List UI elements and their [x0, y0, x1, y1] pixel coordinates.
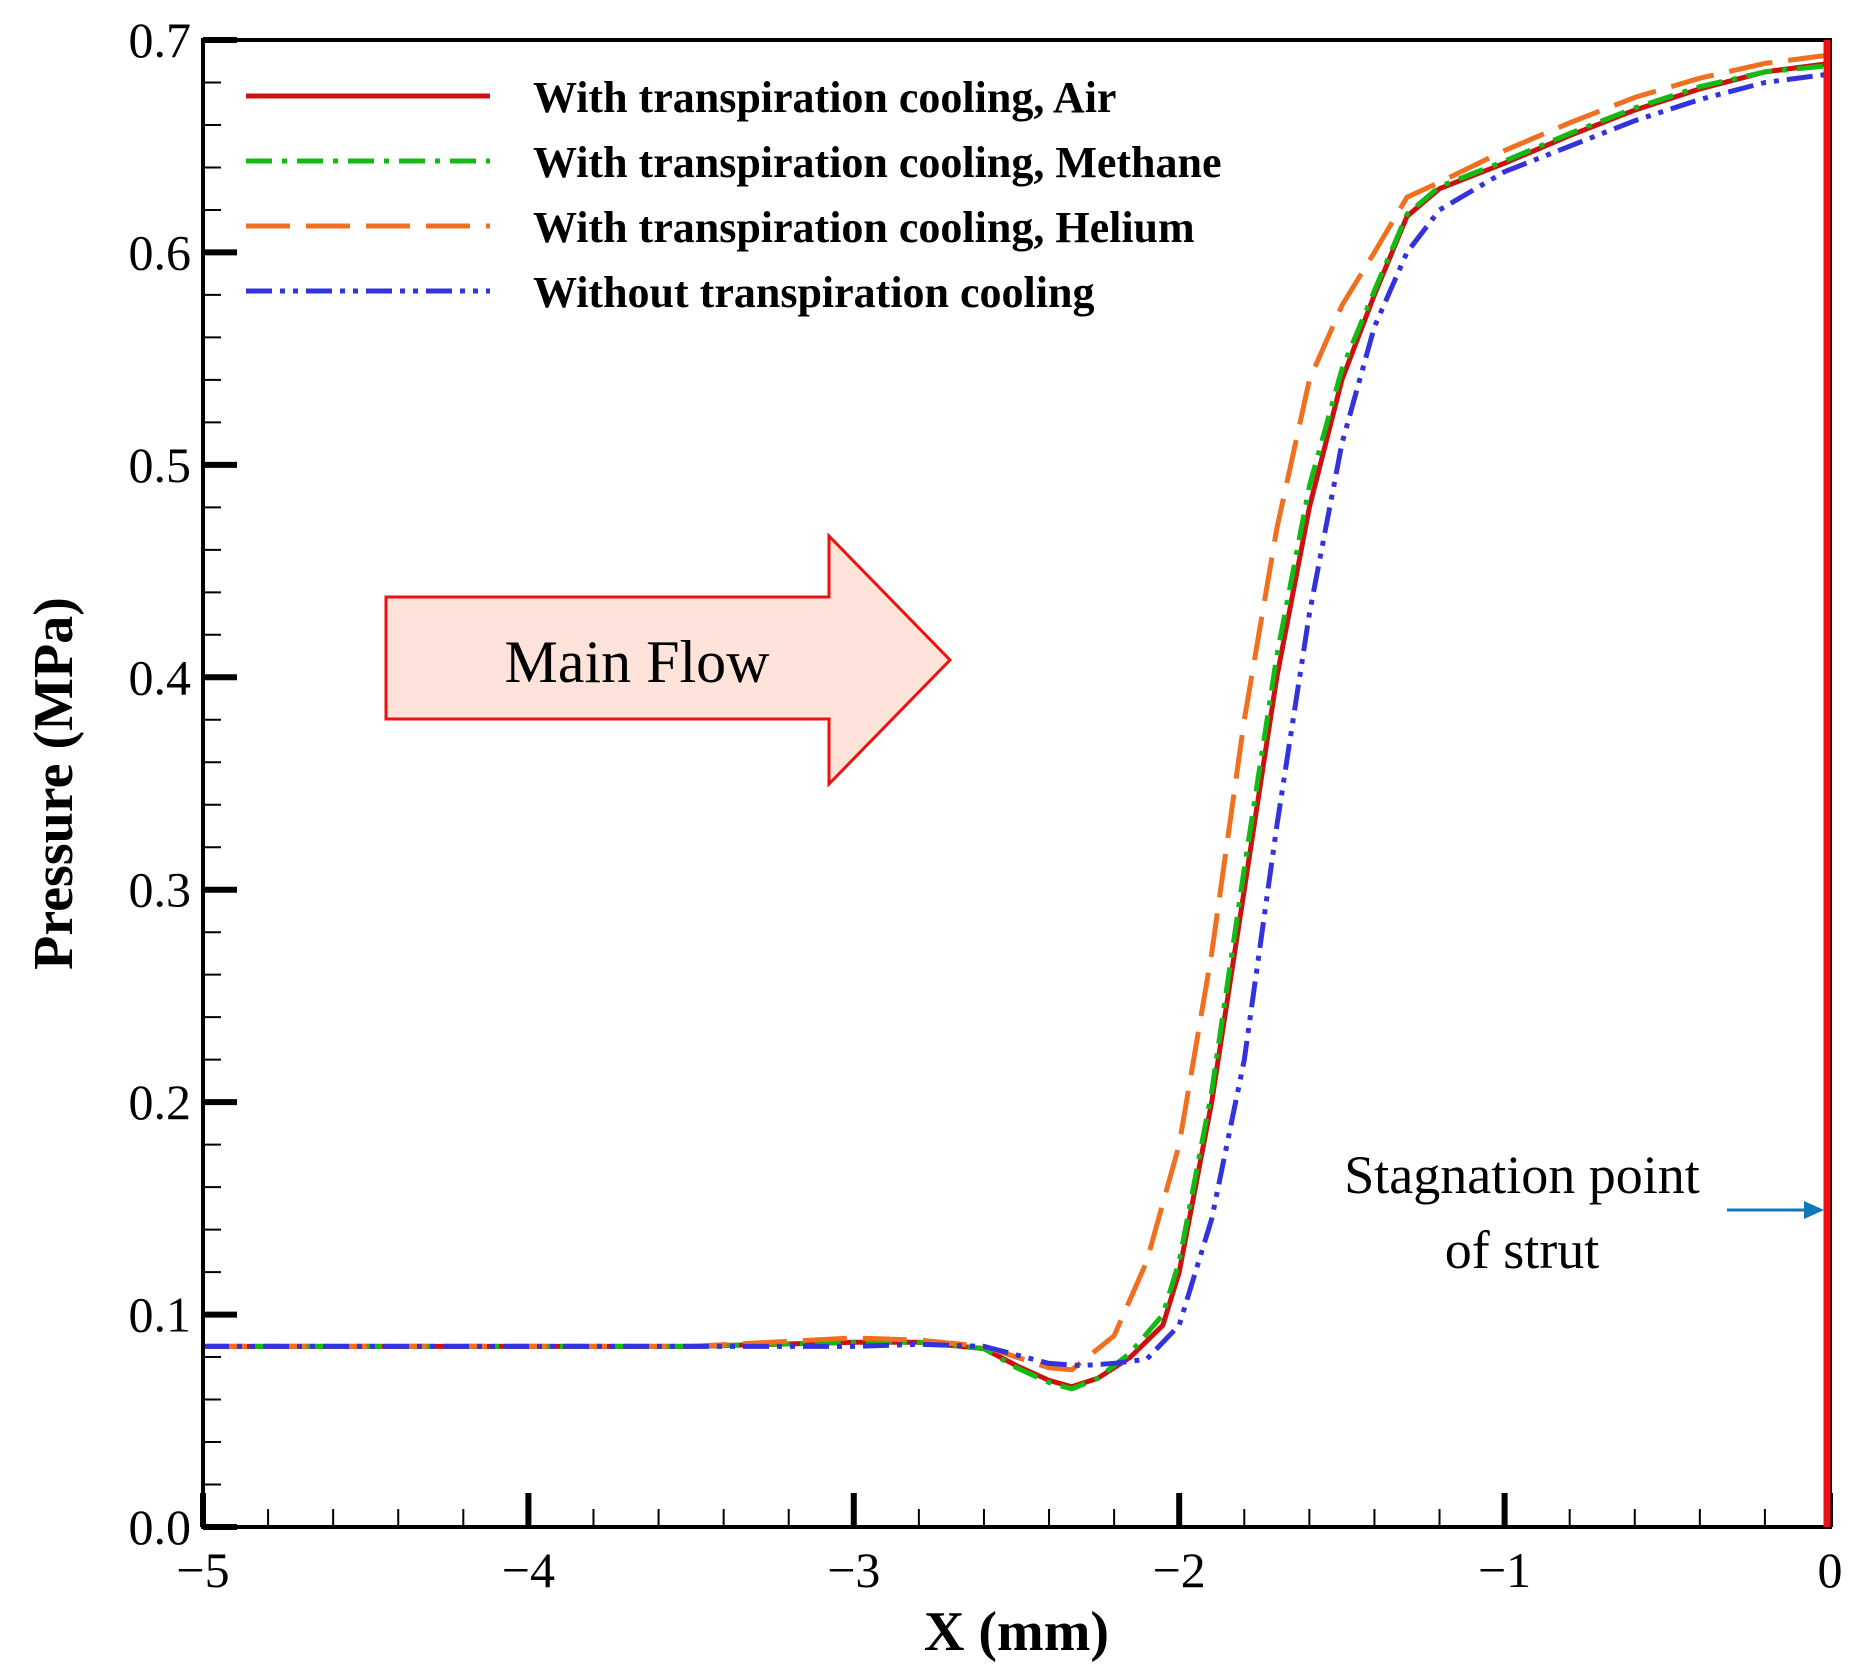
y-tick-label: 0.5 [129, 437, 192, 493]
y-tick-label: 0.4 [129, 649, 192, 705]
legend: With transpiration cooling, Air With tran… [246, 73, 1222, 317]
main-flow-arrow-shape [384, 532, 953, 788]
x-tick-label: −2 [1153, 1542, 1206, 1598]
y-tick-label: 0.1 [129, 1287, 192, 1343]
main-flow-label: Main Flow [504, 629, 770, 695]
x-tick-label: −5 [176, 1542, 229, 1598]
x-tick-label: 0 [1818, 1542, 1843, 1598]
x-tick-label: −1 [1478, 1542, 1531, 1598]
y-tick-label: 0.3 [129, 862, 192, 918]
stagnation-label-line2: of strut [1445, 1220, 1600, 1280]
tick-labels: −5 −4 −3 −2 −1 0 0.0 0.1 0.2 0.3 0.4 0.5 0.6 0.7 [129, 12, 1843, 1598]
legend-label-2: With transpiration cooling, Methane [533, 138, 1222, 187]
y-axis-title: Pressure (MPa) [23, 597, 85, 970]
y-tick-label: 0.2 [129, 1074, 192, 1130]
legend-label-4: Without transpiration cooling [533, 268, 1094, 317]
x-axis-title: X (mm) [924, 1601, 1109, 1663]
stagnation-label-line1: Stagnation point [1344, 1145, 1699, 1205]
legend-label-1: With transpiration cooling, Air [533, 73, 1116, 122]
y-tick-label: 0.6 [129, 224, 192, 280]
x-tick-label: −4 [502, 1542, 555, 1598]
series-line-4 [203, 71, 1831, 1369]
stagnation-annotation: Stagnation point of strut [1344, 1145, 1824, 1280]
series-line-3 [203, 52, 1831, 1373]
plot-frame [201, 38, 1832, 1529]
legend-label-3: With transpiration cooling, Helium [533, 203, 1195, 252]
y-tick-label: 0.0 [129, 1499, 192, 1555]
y-tick-label: 0.7 [129, 12, 192, 68]
stagnation-arrowhead-icon [1804, 1201, 1824, 1219]
x-tick-label: −3 [827, 1542, 880, 1598]
series-layer [203, 52, 1831, 1392]
main-flow-arrow: Main Flow [384, 532, 953, 788]
axis-ticks [200, 37, 1833, 1530]
